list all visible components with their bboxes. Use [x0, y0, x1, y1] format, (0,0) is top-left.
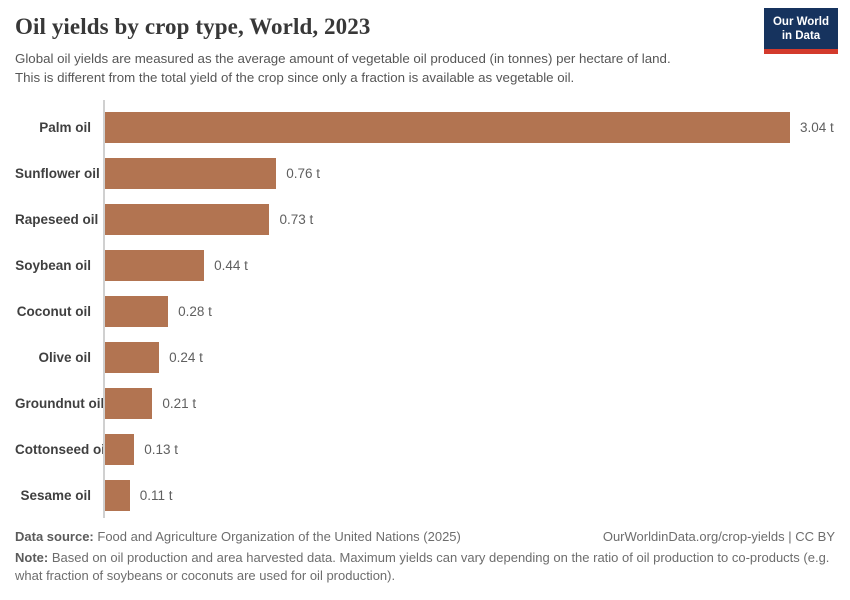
attribution-link[interactable]: OurWorldinData.org/crop-yields | CC BY: [602, 529, 835, 544]
bar[interactable]: [105, 387, 153, 419]
footer-note: Note: Based on oil production and area h…: [15, 549, 835, 584]
bar[interactable]: [105, 203, 270, 235]
data-source-text: Food and Agriculture Organization of the…: [97, 529, 461, 544]
value-label: 0.44 t: [214, 257, 248, 273]
bar-row: Rapeseed oil 0.73 t: [15, 196, 835, 242]
value-label: 0.73 t: [279, 211, 314, 227]
page-title: Oil yields by crop type, World, 2023: [15, 14, 371, 39]
bar-row: Coconut oil 0.28 t: [15, 288, 835, 334]
note-label: Note:: [15, 550, 49, 565]
y-axis-line: [103, 100, 105, 518]
chart-footer: Data source: Food and Agriculture Organi…: [15, 529, 835, 584]
bar-chart: Palm oil 3.04 t Sunflower oil 0.76 t Rapesee…: [15, 100, 835, 518]
footer-source-line: Data source: Food and Agriculture Organi…: [15, 529, 835, 544]
chart-header: Oil yields by crop type, World, 2023 Glo…: [15, 14, 750, 87]
category-label: Sesame oil: [20, 487, 91, 503]
bar[interactable]: [105, 111, 790, 143]
category-label: Rapeseed oil: [15, 211, 99, 227]
value-label: 0.13 t: [144, 441, 179, 457]
bar[interactable]: [105, 295, 169, 327]
bar-area: 0.28 t: [103, 295, 835, 327]
bar-row: Olive oil 0.24 t: [15, 334, 835, 380]
data-source-label: Data source:: [15, 529, 94, 544]
bar-area: 0.73 t: [103, 203, 835, 235]
bar-rows: Palm oil 3.04 t Sunflower oil 0.76 t Rapesee…: [15, 104, 835, 518]
value-label: 0.28 t: [178, 303, 212, 319]
bar-row: Palm oil 3.04 t: [15, 104, 835, 150]
data-source: Data source: Food and Agriculture Organi…: [15, 529, 461, 544]
subtitle-line-1: Global oil yields are measured as the av…: [15, 51, 671, 66]
bar-area: 0.13 t: [103, 433, 835, 465]
owid-logo-line-2: in Data: [781, 30, 821, 42]
category-label: Palm oil: [39, 119, 91, 135]
subtitle-line-2: This is different from the total yield o…: [15, 70, 575, 85]
bar-area: 0.21 t: [103, 387, 835, 419]
category-label: Olive oil: [38, 349, 91, 365]
bar[interactable]: [105, 341, 160, 373]
category-label: Cottonseed oil: [15, 441, 109, 457]
note-text: Based on oil production and area harvest…: [15, 550, 830, 583]
bar-row: Sesame oil 0.11 t: [15, 472, 835, 518]
value-label: 0.21 t: [162, 395, 197, 411]
value-label: 0.76 t: [286, 165, 321, 181]
value-label: 0.11 t: [139, 487, 173, 503]
category-label: Soybean oil: [15, 257, 91, 273]
bar-row: Groundnut oil 0.21 t: [15, 380, 835, 426]
bar[interactable]: [105, 433, 135, 465]
bar[interactable]: [105, 249, 205, 281]
category-label: Sunflower oil: [15, 165, 100, 181]
bar-row: Sunflower oil 0.76 t: [15, 150, 835, 196]
bar[interactable]: [105, 157, 277, 189]
value-label: 3.04 t: [800, 119, 834, 135]
bar-area: 0.24 t: [103, 341, 835, 373]
bar-area: 0.76 t: [103, 157, 835, 189]
category-label: Coconut oil: [16, 303, 91, 319]
bar-area: 0.44 t: [103, 249, 835, 281]
bar-row: Cottonseed oil 0.13 t: [15, 426, 835, 472]
bar-area: 3.04 t: [103, 111, 835, 143]
bar-area: 0.11 t: [103, 479, 835, 511]
owid-logo-line-1: Our World: [772, 16, 829, 28]
bar-row: Soybean oil 0.44 t: [15, 242, 835, 288]
chart-subtitle: Global oil yields are measured as the av…: [15, 49, 750, 87]
category-label: Groundnut oil: [15, 395, 105, 411]
value-label: 0.24 t: [169, 349, 203, 365]
bar[interactable]: [105, 479, 130, 511]
owid-logo: Our World in Data: [764, 8, 838, 54]
